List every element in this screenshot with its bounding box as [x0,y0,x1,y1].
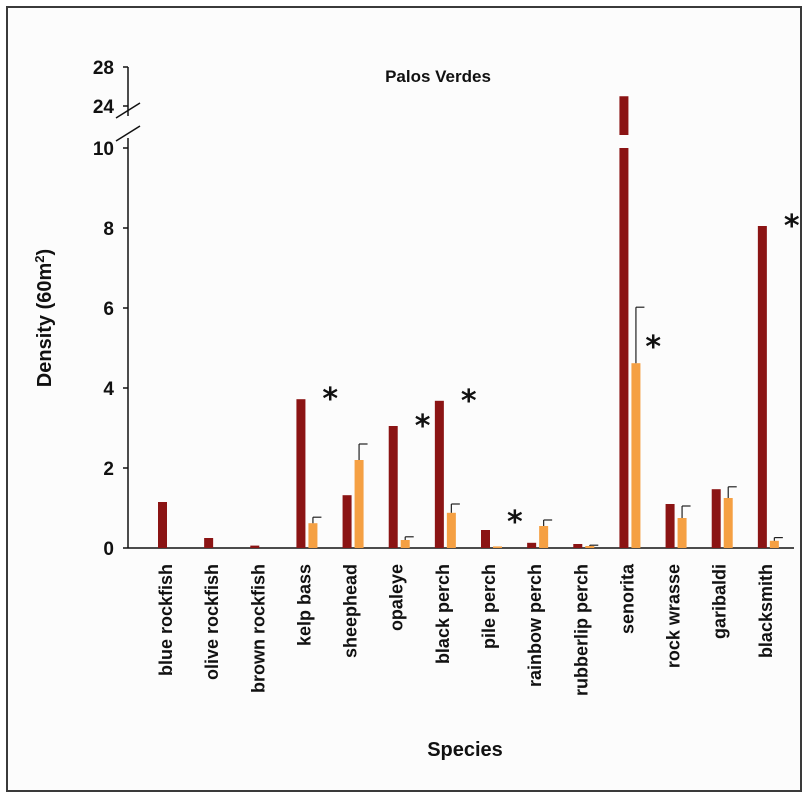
bar [250,545,260,548]
significance-star: * [645,330,661,365]
y-tick-label: 4 [103,379,114,400]
bar [631,363,641,548]
bar [493,546,502,548]
bar [769,540,779,548]
x-tick-label: rubberlip perch [571,564,591,696]
bar-break-gap [618,135,630,148]
x-tick-label: senorita [617,563,637,634]
significance-star: * [415,409,431,444]
y-tick-label: 10 [93,139,114,160]
x-tick-label: brown rockfish [248,564,268,693]
x-tick-label: blue rockfish [156,564,176,676]
bar-chart: Palos Verdes Density (60m2) Species 0246… [32,58,800,761]
x-tick-label: rainbow perch [525,564,545,687]
y-axis-title-sup: 2 [32,255,47,262]
y-tick-label: 24 [93,97,115,118]
y-axis-title: Density (60m2) [32,249,57,387]
y-axis-title-main: Density (60m [34,263,56,388]
y-tick-label: 2 [103,459,114,480]
bar [158,502,167,548]
axis-break-mark [115,102,141,119]
bar [619,96,629,548]
x-tick-label: olive rockfish [202,564,222,680]
significance-star: * [461,384,477,419]
bar [677,518,687,548]
bar [308,523,318,548]
bar [354,460,364,548]
bar [342,495,352,548]
bar [204,538,214,548]
axis-break-mark [115,125,141,142]
bar [757,226,767,548]
significance-star: * [507,505,523,540]
x-tick-label: sheephead [341,564,361,658]
y-tick-label: 8 [103,219,114,240]
bar [434,400,444,548]
bar [665,504,675,548]
x-tick-label: black perch [433,564,453,664]
chart-title: Palos Verdes [385,67,491,86]
bar [388,426,398,548]
bar [539,526,549,548]
significance-star: * [322,382,338,417]
bar [723,498,733,548]
x-tick-label: opaleye [387,564,407,631]
x-tick-label: kelp bass [294,564,314,646]
y-tick-label: 0 [103,539,114,560]
bar [573,544,583,548]
y-tick-label: 6 [103,299,114,320]
x-axis-title: Species [427,739,503,761]
bar [446,512,456,548]
x-tick-label: blacksmith [756,564,776,658]
x-tick-label: garibaldi [710,564,730,639]
bar [527,542,537,548]
significance-star: * [784,209,800,244]
bar [400,540,410,548]
y-tick-label: 28 [93,58,114,79]
x-tick-label: pile perch [479,564,499,649]
bar [296,399,306,548]
bar [481,530,490,548]
x-tick-label: rock wrasse [664,564,684,668]
bar [711,489,721,548]
y-axis-title-close: ) [34,249,56,256]
bar [585,546,595,548]
